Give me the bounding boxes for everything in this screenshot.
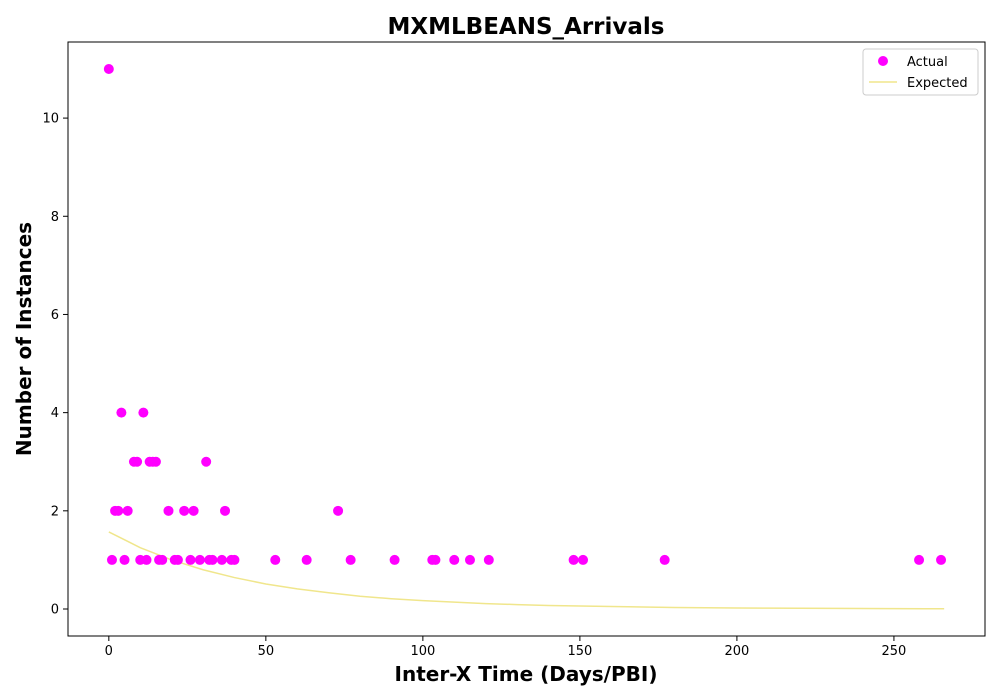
scatter-point-34 [345,554,356,565]
scatter-point-3 [113,505,124,516]
x-tick-label-4: 200 [724,644,749,659]
scatter-point-17 [163,505,174,516]
scatter-point-21 [185,554,196,565]
scatter-point-22 [188,505,199,516]
legend: Actual Expected [862,48,979,96]
legend-marker-actual [878,56,888,66]
legend-label-expected: Expected [907,76,968,91]
scatter-point-33 [333,505,344,516]
scatter-point-23 [194,554,205,565]
x-tick-label-2: 100 [410,644,435,659]
scatter-point-8 [132,456,143,467]
scatter-point-40 [483,554,494,565]
scatter-point-14 [150,456,161,467]
scatter-point-43 [659,554,670,565]
y-axis-title: Number of Instances [12,222,36,456]
scatter-point-45 [936,554,947,565]
scatter-point-11 [141,554,152,565]
scatter-point-42 [578,554,589,565]
y-tick-label-5: 10 [42,112,59,127]
scatter-point-0 [103,64,114,74]
scatter-point-1 [106,554,117,565]
scatter-point-10 [138,407,149,418]
scatter-point-4 [116,407,127,418]
scatter-point-31 [270,554,281,565]
x-axis-title: Inter-X Time (Days/PBI) [395,662,658,686]
scatter-point-19 [172,554,183,565]
scatter-point-35 [389,554,400,565]
legend-label-actual: Actual [907,55,948,70]
legend-box [862,48,979,96]
scatter-point-39 [464,554,475,565]
scatter-point-41 [568,554,579,565]
y-tick-label-1: 2 [51,504,59,519]
x-tick-label-3: 150 [567,644,592,659]
scatter-point-26 [207,554,218,565]
scatter-point-24 [201,456,212,467]
scatter-point-28 [220,505,231,516]
x-tick-label-0: 0 [105,644,113,659]
y-tick-label-3: 6 [51,308,59,323]
scatter-point-16 [157,554,168,565]
scatter-point-5 [119,554,130,565]
scatter-point-37 [430,554,441,565]
series-line-expected [108,531,945,610]
scatter-point-32 [301,554,312,565]
scatter-point-30 [229,554,240,565]
x-tick-label-5: 250 [882,644,907,659]
y-tick-label-2: 4 [51,406,59,421]
data-marks [103,64,947,610]
scatter-point-44 [914,554,925,565]
scatter-point-38 [449,554,460,565]
plot-frame [67,41,986,637]
axis-ticks: 0 50 100 150 200 250 0 2 4 6 8 10 [42,112,906,659]
scatter-point-20 [179,505,190,516]
x-tick-label-1: 50 [258,644,275,659]
y-tick-label-0: 0 [51,603,59,618]
y-tick-label-4: 8 [51,210,59,225]
chart-title: MXMLBEANS_Arrivals [388,14,665,40]
scatter-point-27 [216,554,227,565]
scatter-point-6 [122,505,133,516]
